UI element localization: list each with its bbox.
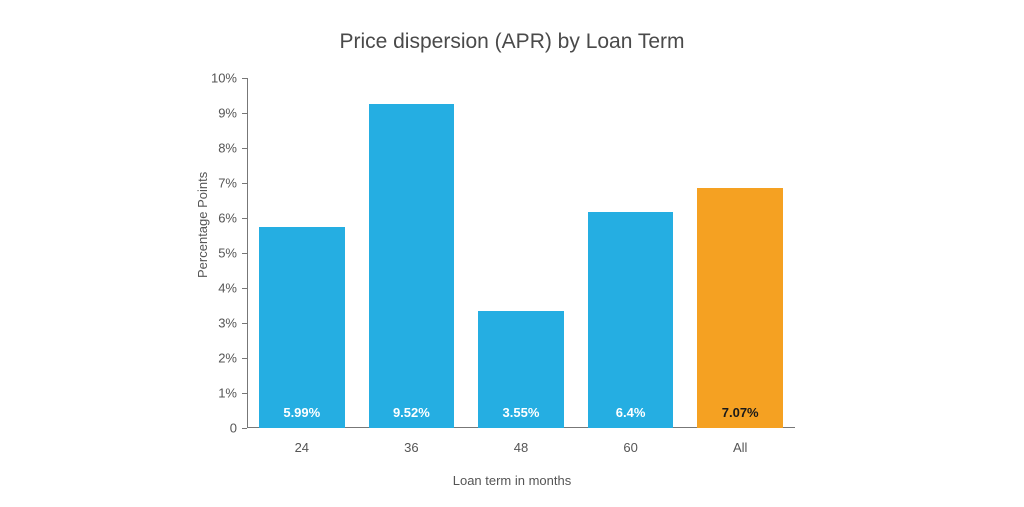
- x-tick-label: 36: [404, 440, 418, 455]
- chart-container: Price dispersion (APR) by Loan Term Perc…: [0, 0, 1024, 507]
- bar: 3.55%: [478, 311, 563, 428]
- bar-value-label: 6.4%: [588, 405, 673, 420]
- y-tick-label: 1%: [218, 386, 237, 401]
- x-tick-label: 24: [295, 440, 309, 455]
- x-tick-label: All: [733, 440, 747, 455]
- x-tick-label: 60: [623, 440, 637, 455]
- y-tick-label: 0: [230, 421, 237, 436]
- x-tick-label: 48: [514, 440, 528, 455]
- y-tick-label: 10%: [211, 71, 237, 86]
- y-tick-label: 2%: [218, 351, 237, 366]
- y-tick-mark: [242, 358, 247, 359]
- y-tick-label: 5%: [218, 246, 237, 261]
- y-tick-label: 7%: [218, 176, 237, 191]
- y-tick-mark: [242, 393, 247, 394]
- y-tick-label: 6%: [218, 211, 237, 226]
- y-tick-mark: [242, 148, 247, 149]
- y-tick-mark: [242, 253, 247, 254]
- bar: 9.52%: [369, 104, 454, 428]
- plot-area: 01%2%3%4%5%6%7%8%9%10%245.99%369.52%483.…: [247, 78, 795, 428]
- x-axis-label: Loan term in months: [0, 473, 1024, 488]
- bar-value-label: 7.07%: [697, 405, 782, 420]
- y-tick-label: 4%: [218, 281, 237, 296]
- y-tick-mark: [242, 288, 247, 289]
- y-tick-mark: [242, 183, 247, 184]
- y-tick-label: 9%: [218, 106, 237, 121]
- bar-value-label: 9.52%: [369, 405, 454, 420]
- y-tick-mark: [242, 78, 247, 79]
- bar: 7.07%: [697, 188, 782, 428]
- y-tick-mark: [242, 113, 247, 114]
- y-axis-line: [247, 78, 248, 428]
- bar-value-label: 5.99%: [259, 405, 344, 420]
- bar: 5.99%: [259, 227, 344, 428]
- bar: 6.4%: [588, 212, 673, 428]
- y-tick-mark: [242, 218, 247, 219]
- bar-value-label: 3.55%: [478, 405, 563, 420]
- y-tick-label: 3%: [218, 316, 237, 331]
- y-tick-mark: [242, 428, 247, 429]
- chart-title: Price dispersion (APR) by Loan Term: [0, 30, 1024, 54]
- y-tick-mark: [242, 323, 247, 324]
- y-tick-label: 8%: [218, 141, 237, 156]
- y-axis-label: Percentage Points: [195, 172, 210, 278]
